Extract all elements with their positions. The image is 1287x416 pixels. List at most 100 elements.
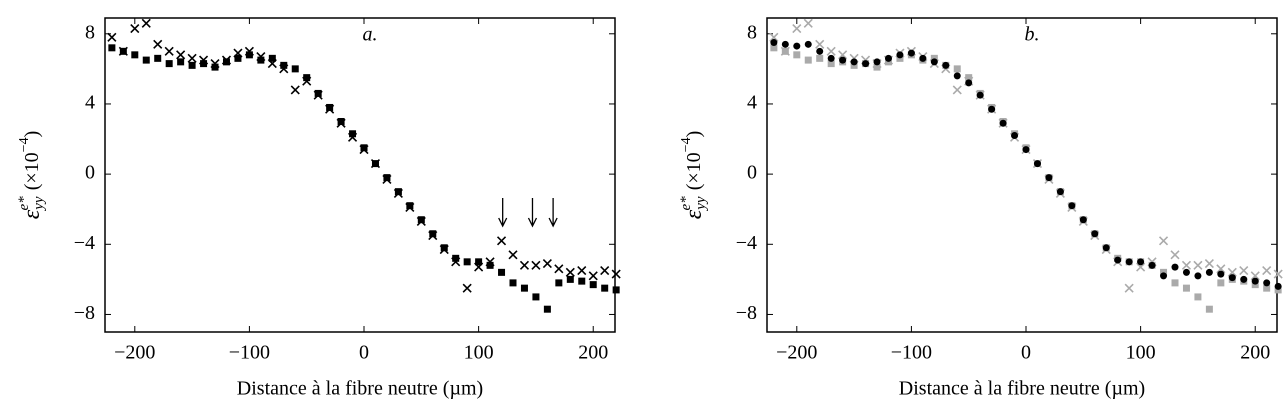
- cross-point: [1227, 267, 1237, 277]
- cross-point: [1181, 260, 1192, 270]
- cross-point: [210, 59, 220, 69]
- dot-point: [1137, 258, 1145, 266]
- dot-point: [1033, 160, 1041, 168]
- x-tick-label: −200: [114, 342, 155, 364]
- square-point: [188, 61, 196, 69]
- panel-label: b.: [1025, 24, 1040, 46]
- panel-label: a.: [363, 24, 378, 46]
- y-label-subscript: yy: [693, 196, 709, 212]
- cross-point: [769, 32, 779, 42]
- cross-point: [336, 118, 346, 128]
- square-point: [394, 188, 402, 196]
- square-point: [578, 277, 586, 285]
- dot-point: [793, 42, 801, 50]
- x-tick-label: −200: [776, 342, 817, 364]
- x-tick-label: 100: [1126, 342, 1156, 364]
- dot-point: [1114, 256, 1122, 264]
- square-point: [475, 258, 483, 266]
- square-point: [303, 74, 311, 82]
- y-label-subscript: yy: [31, 196, 47, 212]
- square-point: [245, 51, 253, 59]
- square-point: [965, 74, 973, 82]
- square-point: [257, 56, 265, 64]
- cross-point: [519, 260, 530, 270]
- square-point: [827, 60, 835, 68]
- y-tick-label: −8: [736, 302, 757, 324]
- square-point: [1171, 279, 1179, 287]
- dot-point: [827, 54, 835, 62]
- cross-point: [107, 32, 117, 42]
- square-point: [211, 63, 219, 71]
- square-point: [154, 54, 162, 62]
- y-tick-label: −8: [74, 302, 95, 324]
- y-label-superscript: e*: [16, 196, 32, 211]
- dot-point: [1091, 230, 1099, 238]
- square-point: [326, 103, 334, 111]
- square-point: [566, 275, 574, 283]
- square-point: [532, 293, 540, 301]
- y-tick-label: 8: [85, 21, 95, 43]
- square-point: [804, 56, 812, 64]
- dot-point: [1125, 258, 1133, 266]
- square-point: [463, 258, 471, 266]
- square-point: [1182, 284, 1190, 292]
- cross-point: [359, 144, 369, 155]
- arrow: [498, 198, 508, 228]
- cross-point: [496, 236, 507, 246]
- cross-point: [370, 159, 381, 169]
- square-point: [850, 61, 858, 69]
- square-point: [429, 230, 437, 238]
- arrow: [527, 198, 538, 228]
- square-point: [222, 58, 230, 66]
- dot-point: [1240, 275, 1248, 283]
- dot-point: [781, 40, 789, 48]
- square-point: [131, 51, 139, 59]
- dot-point: [988, 105, 996, 113]
- square-point: [543, 305, 551, 313]
- cross-point: [428, 230, 438, 241]
- y-label-exponent: −4: [17, 137, 32, 152]
- square-point: [349, 130, 357, 138]
- dot-point: [1217, 270, 1225, 278]
- dot-point: [907, 49, 915, 57]
- square-point: [1205, 305, 1213, 313]
- cross-point: [803, 18, 813, 28]
- x-tick-label: 0: [359, 342, 369, 364]
- dot-point: [804, 40, 812, 48]
- square-point: [896, 54, 904, 62]
- square-point: [200, 60, 208, 68]
- cross-point: [1216, 264, 1226, 274]
- square-point: [884, 58, 892, 66]
- cross-point: [279, 64, 289, 74]
- cross-point: [565, 267, 575, 277]
- cross-point: [1124, 283, 1134, 293]
- dot-point: [1056, 188, 1064, 196]
- y-tick-label: −4: [74, 232, 95, 254]
- y-tick-label: 4: [747, 92, 757, 114]
- dot-point: [839, 56, 847, 64]
- cross-point: [164, 46, 174, 56]
- square-point: [314, 89, 322, 97]
- cross-point: [826, 46, 836, 56]
- square-point: [520, 284, 528, 292]
- cross-point: [451, 257, 461, 267]
- square-point: [601, 284, 609, 292]
- dot-point: [930, 58, 938, 66]
- square-point: [280, 61, 288, 69]
- dot-point: [1022, 146, 1030, 154]
- dot-point: [976, 91, 984, 99]
- cross-point: [1262, 266, 1272, 276]
- square-point: [440, 244, 448, 252]
- square-point: [406, 202, 414, 210]
- y-tick-label: 8: [747, 21, 757, 43]
- square-point: [417, 216, 425, 224]
- cross-point: [118, 46, 128, 56]
- x-axis-label: Distance à la fibre neutre (µm): [237, 378, 483, 400]
- square-point: [873, 63, 881, 71]
- cross-point: [485, 257, 495, 267]
- cross-point: [267, 59, 277, 69]
- cross-point: [1250, 271, 1260, 281]
- y-label-superscript: e*: [678, 196, 694, 211]
- dot-point: [1148, 261, 1156, 269]
